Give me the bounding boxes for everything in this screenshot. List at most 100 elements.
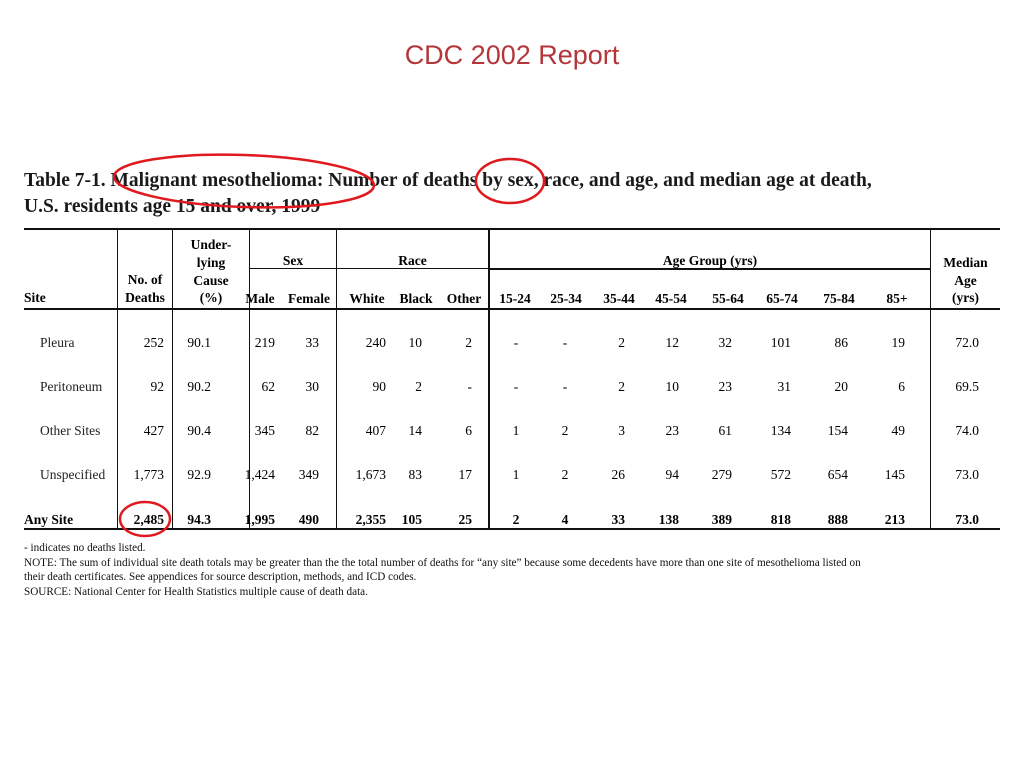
row-age-65-74: 31 [777, 379, 792, 394]
header-other: Other [446, 291, 482, 306]
header-under: Under- [190, 237, 232, 252]
row-site: Other Sites [40, 423, 101, 438]
row-other: 17 [458, 467, 473, 482]
row-black: 2 [415, 379, 422, 394]
row-male: 1,424 [244, 467, 275, 482]
row-age-85-plus: 213 [884, 512, 905, 527]
header-age-55-64: 55-64 [712, 291, 744, 306]
row-age-15-24: 1 [512, 467, 520, 482]
header-age-25-34: 25-34 [550, 291, 582, 306]
row-site: Any Site [24, 512, 74, 527]
header-male: Male [245, 291, 275, 306]
header-lying: lying [196, 255, 226, 270]
row-black: 105 [401, 512, 422, 527]
row-site: Peritoneum [40, 379, 103, 394]
row-age-25-34: 2 [561, 467, 569, 482]
row-age-55-64: 23 [718, 379, 733, 394]
table-title: Table 7-1. Malignant mesothelioma: Numbe… [24, 168, 1004, 220]
row-age-75-84: 20 [834, 379, 849, 394]
rule-v4 [336, 228, 337, 530]
row-median: 73.0 [955, 512, 979, 527]
row-black: 10 [408, 335, 423, 350]
header-age-65-74: 65-74 [766, 291, 798, 306]
row-age-15-24: 1 [512, 423, 520, 438]
row-age-25-34: - [562, 335, 568, 350]
header-yrs: (yrs) [952, 290, 979, 305]
row-male: 1,995 [244, 512, 275, 527]
rule-v2 [172, 228, 173, 530]
row-cause: 94.3 [187, 512, 211, 527]
row-age-45-54: 12 [665, 335, 680, 350]
row-other: 25 [458, 512, 473, 527]
note-sum-cont: their death certificates. See appendices… [24, 571, 417, 583]
row-age-65-74: 101 [770, 335, 791, 350]
row-other: - [467, 379, 473, 394]
row-white: 90 [372, 379, 387, 394]
row-female: 490 [298, 512, 319, 527]
header-median: Median [943, 255, 988, 270]
row-female: 82 [305, 423, 320, 438]
row-cause: 90.4 [187, 423, 211, 438]
rule-age-thick [488, 268, 930, 270]
row-white: 240 [365, 335, 386, 350]
row-median: 74.0 [955, 423, 979, 438]
row-male: 219 [254, 335, 275, 350]
header-age-group: Age Group (yrs) [662, 253, 758, 268]
header-black: Black [399, 291, 433, 306]
rule-v5 [488, 228, 490, 530]
row-age-45-54: 23 [665, 423, 680, 438]
row-male: 62 [261, 379, 276, 394]
row-black: 83 [408, 467, 423, 482]
row-deaths: 92 [150, 379, 165, 394]
row-site: Pleura [40, 335, 75, 350]
row-age-55-64: 61 [718, 423, 733, 438]
row-age-85-plus: 19 [891, 335, 906, 350]
row-age-75-84: 888 [827, 512, 848, 527]
row-age-45-54: 138 [658, 512, 679, 527]
row-white: 1,673 [355, 467, 386, 482]
row-female: 33 [305, 335, 320, 350]
row-female: 30 [305, 379, 320, 394]
row-age-25-34: 4 [561, 512, 569, 527]
slide-title: CDC 2002 Report [404, 40, 620, 70]
row-white: 2,355 [355, 512, 386, 527]
header-deaths: Deaths [125, 290, 165, 305]
row-deaths: 252 [143, 335, 164, 350]
table-title-line-1: Table 7-1. Malignant mesothelioma: Numbe… [24, 170, 872, 191]
row-age-55-64: 389 [711, 512, 732, 527]
note-dash: - indicates no deaths listed. [24, 542, 146, 554]
row-age-55-64: 279 [711, 467, 732, 482]
row-age-55-64: 32 [718, 335, 733, 350]
header-site: Site [24, 290, 46, 305]
row-age-15-24: 2 [512, 512, 520, 527]
row-age-15-24: - [513, 379, 519, 394]
header-age-15-24: 15-24 [499, 291, 531, 306]
row-cause: 90.2 [187, 379, 211, 394]
row-age-75-84: 654 [827, 467, 848, 482]
row-age-75-84: 154 [827, 423, 848, 438]
row-age-65-74: 818 [770, 512, 791, 527]
row-median: 72.0 [955, 335, 979, 350]
row-age-25-34: - [562, 379, 568, 394]
header-age-45-54: 45-54 [655, 291, 687, 306]
header-race: Race [398, 253, 427, 268]
row-age-35-44: 2 [618, 335, 625, 350]
rule-v6 [930, 228, 931, 530]
row-age-65-74: 134 [770, 423, 791, 438]
row-deaths: 2,485 [133, 512, 164, 527]
row-age-75-84: 86 [834, 335, 849, 350]
row-age-15-24: - [513, 335, 519, 350]
row-other: 6 [465, 423, 472, 438]
mesothelioma-table: Site No. of Deaths Under- lying Cause (%… [24, 228, 1000, 530]
rule-top [24, 228, 1000, 230]
header-female: Female [288, 291, 330, 306]
row-age-65-74: 572 [770, 467, 791, 482]
row-deaths: 1,773 [133, 467, 164, 482]
row-age-35-44: 3 [618, 423, 625, 438]
row-median: 69.5 [955, 379, 979, 394]
header-sex: Sex [282, 253, 304, 268]
row-age-45-54: 94 [665, 467, 680, 482]
row-age-85-plus: 49 [891, 423, 906, 438]
rule-v1 [117, 228, 118, 530]
row-age-35-44: 2 [618, 379, 625, 394]
